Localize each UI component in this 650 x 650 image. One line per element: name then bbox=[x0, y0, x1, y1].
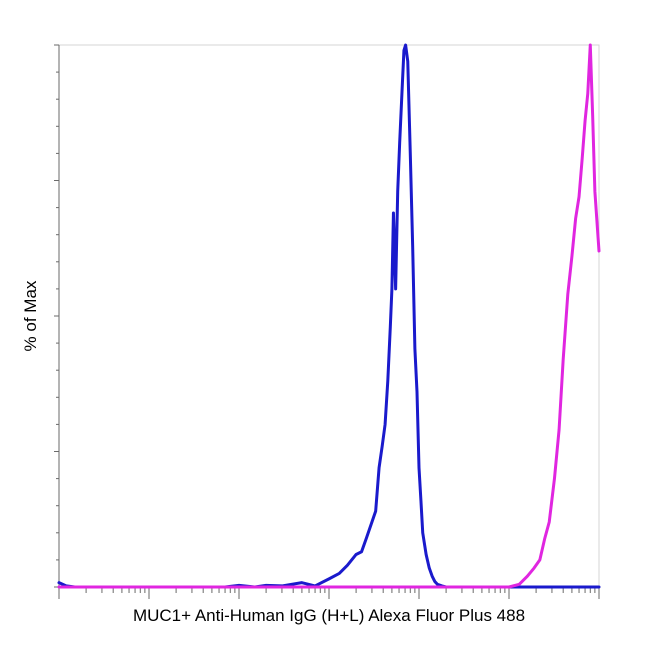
x-axis-ticks bbox=[58, 587, 600, 599]
series-line-2 bbox=[57, 43, 601, 589]
y-axis-ticks bbox=[54, 44, 59, 588]
y-axis-title: % of Max bbox=[21, 280, 40, 351]
series-line-1 bbox=[57, 43, 601, 589]
x-axis-title: MUC1+ Anti-Human IgG (H+L) Alexa Fluor P… bbox=[133, 606, 525, 625]
series-layer bbox=[57, 43, 601, 589]
plot-frame bbox=[58, 44, 600, 588]
